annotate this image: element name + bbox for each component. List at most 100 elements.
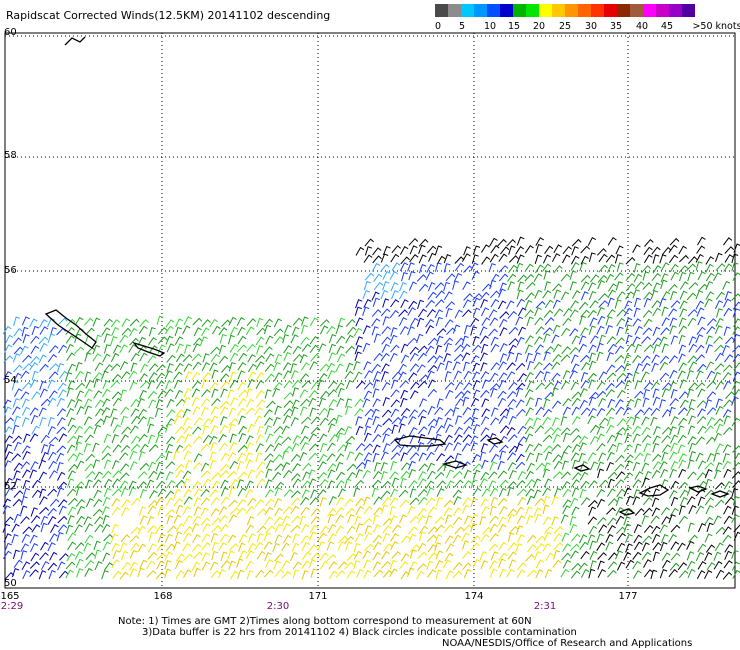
wind-barb: [75, 486, 83, 496]
wind-barb: [401, 271, 408, 282]
wind-barb: [579, 534, 588, 544]
wind-barb: [489, 560, 498, 570]
wind-barb: [211, 525, 222, 533]
wind-barb: [525, 352, 533, 363]
wind-barb: [517, 281, 525, 291]
wind-barb: [605, 388, 615, 398]
wind-barb: [85, 498, 94, 508]
wind-barb: [84, 388, 93, 398]
wind-barb: [516, 236, 525, 246]
wind-barb: [130, 398, 140, 408]
wind-barb: [389, 497, 399, 506]
wind-barb: [318, 343, 327, 353]
wind-barb: [201, 533, 211, 543]
wind-barb: [408, 533, 417, 543]
wind-barb: [166, 398, 175, 408]
wind-barb: [471, 416, 479, 427]
wind-barb: [4, 542, 12, 552]
wind-barb: [733, 318, 740, 328]
wind-barb: [615, 337, 625, 345]
wind-barb: [732, 445, 740, 453]
wind-barb: [281, 515, 291, 525]
wind-barb: [75, 361, 83, 372]
wind-barb: [211, 398, 221, 407]
wind-barb: [256, 399, 266, 408]
wind-barb: [426, 560, 434, 571]
wind-barb: [722, 453, 730, 463]
wind-barb: [497, 470, 508, 479]
wind-barb: [551, 516, 559, 526]
wind-barb: [580, 407, 591, 416]
wind-barb: [317, 489, 327, 498]
wind-barb: [490, 298, 500, 308]
wind-barb: [335, 414, 343, 425]
wind-barb: [57, 382, 67, 391]
wind-barb: [597, 516, 607, 525]
wind-barb: [94, 408, 104, 417]
wind-barb: [481, 459, 489, 469]
wind-barb: [274, 435, 284, 444]
wind-barb: [236, 317, 245, 326]
wind-barb: [237, 471, 248, 480]
wind-barb: [301, 380, 312, 388]
wind-barb: [569, 309, 579, 318]
wind-barb: [128, 327, 138, 337]
wind-barb: [616, 262, 624, 272]
wind-barb: [236, 558, 244, 568]
wind-barb: [363, 381, 374, 390]
wind-barb: [372, 514, 380, 525]
wind-barb: [103, 364, 113, 373]
wind-barb: [652, 344, 661, 354]
wind-barb: [544, 245, 554, 254]
wind-barb: [427, 418, 438, 427]
wind-barb: [615, 515, 625, 525]
wind-barb: [102, 380, 111, 390]
wind-barb: [535, 462, 546, 471]
wind-barb: [706, 522, 714, 533]
wind-barb: [364, 238, 374, 247]
wind-barb: [381, 363, 390, 373]
wind-barb: [363, 443, 374, 451]
wind-barb: [435, 316, 443, 327]
wind-barb: [192, 515, 202, 525]
wind-barb: [524, 273, 535, 282]
wind-barb: [661, 534, 669, 544]
wind-barb: [238, 425, 247, 435]
wind-barb: [245, 435, 254, 445]
wind-barb: [569, 497, 579, 507]
wind-barb: [309, 524, 319, 534]
wind-barb: [596, 433, 605, 443]
wind-barb: [533, 417, 541, 427]
wind-barb: [173, 379, 182, 389]
wind-barb: [238, 389, 249, 398]
wind-barb: [434, 406, 444, 415]
wind-barb: [74, 398, 83, 409]
wind-barb: [444, 524, 454, 533]
wind-barb: [389, 559, 398, 570]
wind-barb: [292, 561, 302, 570]
wind-barb: [67, 470, 76, 480]
wind-barb: [641, 515, 649, 525]
wind-barb: [372, 398, 381, 408]
wind-barb: [688, 256, 698, 265]
wind-barb: [508, 445, 519, 454]
lon-label: 177: [618, 591, 638, 602]
wind-barb: [561, 532, 570, 542]
wind-barb: [607, 297, 615, 307]
wind-barb: [525, 281, 536, 290]
wind-barb: [290, 453, 301, 463]
wind-barb: [408, 409, 418, 418]
wind-barb: [111, 434, 119, 444]
wind-barb: [274, 463, 285, 471]
wind-barb: [705, 361, 715, 371]
wind-barb: [371, 408, 380, 418]
wind-barb: [480, 533, 490, 543]
colorbar-tick: >50 knots: [692, 21, 740, 32]
wind-barb: [670, 335, 678, 345]
wind-barb: [715, 291, 726, 300]
wind-barb: [697, 425, 707, 435]
wind-barb: [236, 407, 246, 417]
wind-barb: [273, 425, 284, 434]
wind-barb: [111, 478, 121, 487]
wind-barb: [300, 496, 310, 506]
